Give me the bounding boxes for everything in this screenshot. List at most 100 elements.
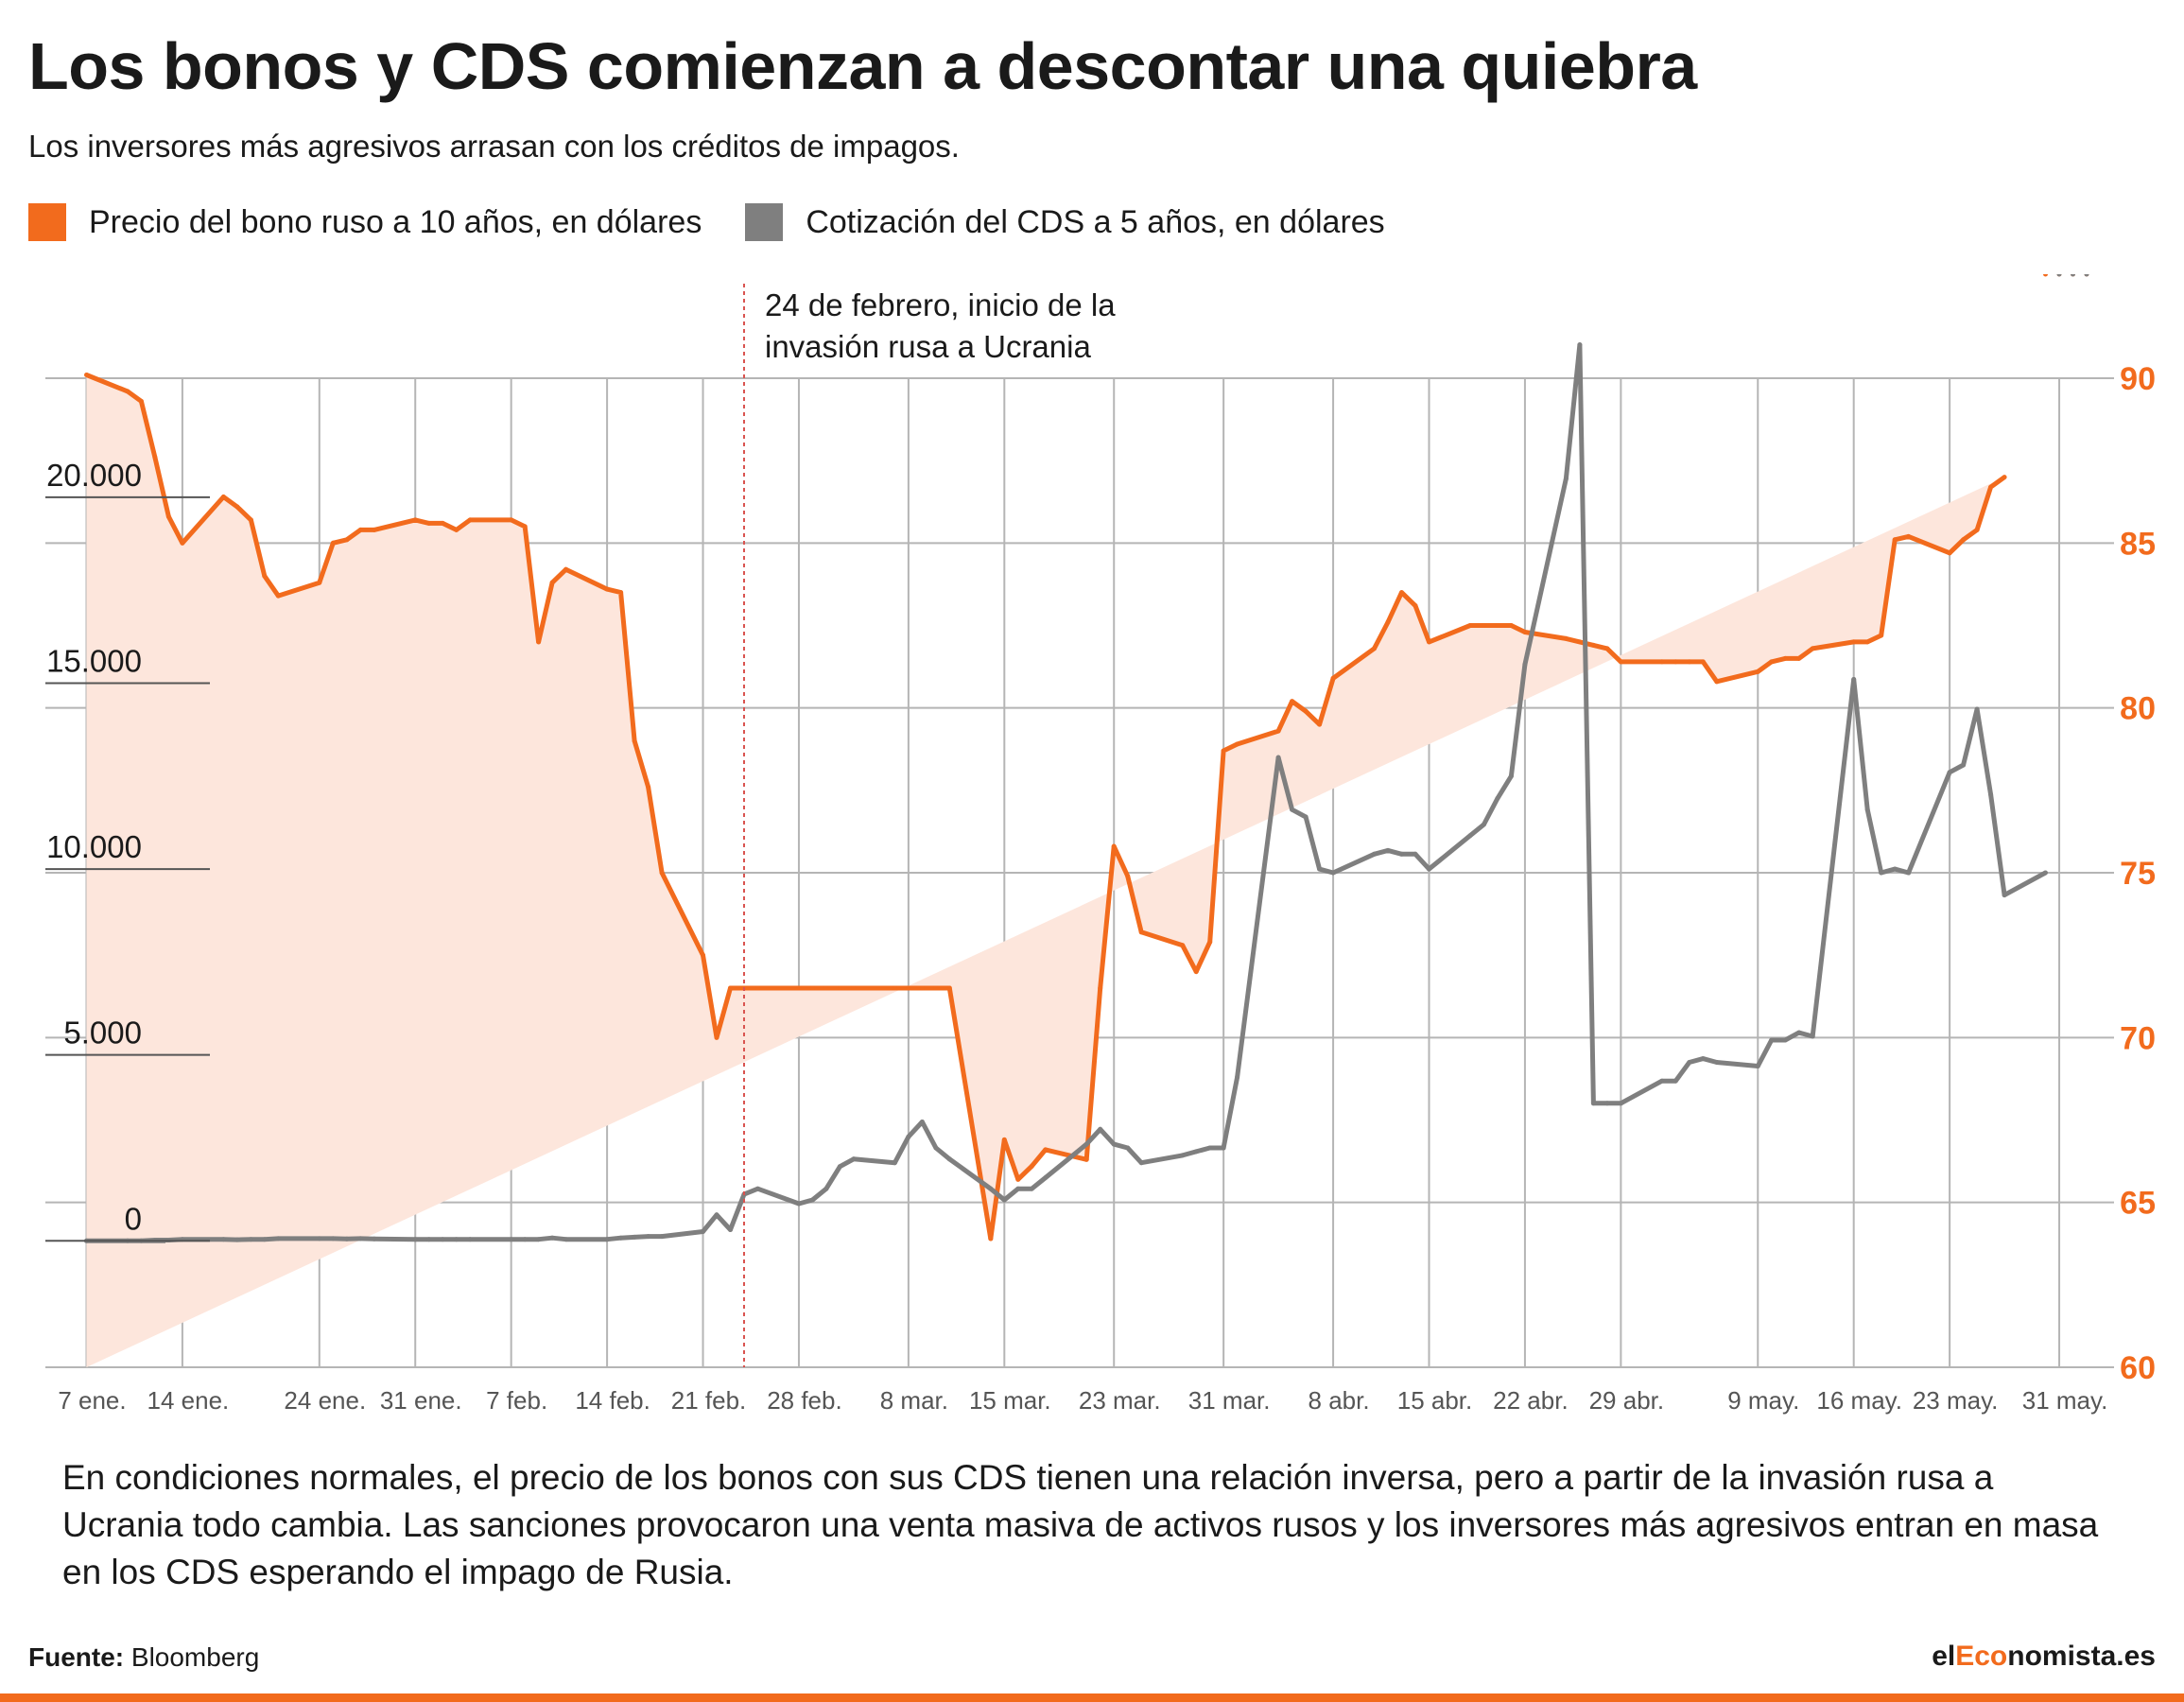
- y-tick-label-right: 80: [2120, 691, 2156, 727]
- cds-point: [604, 1237, 610, 1242]
- bond-point: [796, 985, 802, 991]
- y-tick-label-right: 60: [2120, 1350, 2156, 1386]
- bond-point: [837, 985, 842, 991]
- chart-title: Los bonos y CDS comienzan a descontar un…: [28, 29, 1697, 103]
- bond-point: [1207, 939, 1213, 945]
- bond-point: [1974, 527, 1980, 532]
- x-tick-label: 15 mar.: [969, 1386, 1051, 1415]
- bond-point: [1413, 603, 1418, 609]
- cds-point: [1961, 762, 1967, 768]
- cds-point: [549, 1235, 555, 1241]
- cds-point: [1700, 1056, 1706, 1062]
- x-tick-label: 22 abr.: [1493, 1386, 1569, 1415]
- y-tick-label-left: 20.000: [46, 458, 142, 493]
- bond-point: [344, 537, 350, 543]
- bond-point: [1700, 659, 1706, 665]
- cds-point: [1083, 1141, 1089, 1147]
- bond-point: [220, 495, 226, 499]
- cds-point: [1673, 1078, 1678, 1084]
- cds-point: [536, 1237, 542, 1242]
- cds-point: [1604, 1101, 1610, 1106]
- cds-point: [2084, 274, 2089, 277]
- bond-point: [426, 520, 432, 526]
- x-tick-label: 23 may.: [1913, 1386, 1999, 1415]
- bond-point: [1687, 659, 1692, 665]
- bond-point: [248, 517, 253, 523]
- legend-item-bond: Precio del bono ruso a 10 años, en dólar…: [28, 203, 702, 241]
- x-tick-label: 14 feb.: [575, 1386, 650, 1415]
- bond-point: [1221, 748, 1226, 754]
- y-tick-label-right: 65: [2120, 1186, 2156, 1222]
- bond-point: [1892, 537, 1898, 543]
- bond-point: [892, 985, 897, 991]
- bond-point: [1522, 630, 1528, 634]
- bond-point: [1111, 843, 1117, 849]
- bond-point: [1508, 623, 1514, 628]
- bond-point: [1125, 874, 1131, 878]
- bond-point: [84, 373, 89, 377]
- bond-point: [714, 1034, 719, 1040]
- bond-point: [1399, 590, 1404, 596]
- cds-point: [426, 1237, 432, 1242]
- cds-point: [1399, 851, 1404, 857]
- x-tick-label: 31 may.: [2022, 1386, 2108, 1415]
- bond-point: [563, 566, 569, 572]
- cds-point: [1618, 1101, 1623, 1106]
- bond-point: [125, 389, 130, 394]
- cds-point: [1290, 807, 1295, 812]
- bond-point: [1590, 642, 1596, 648]
- cds-point: [1947, 770, 1952, 775]
- bond-point: [1947, 550, 1952, 556]
- legend-item-cds: Cotización del CDS a 5 años, en dólares: [745, 203, 1385, 241]
- cds-point: [1563, 476, 1569, 481]
- bottom-accent-bar: [0, 1693, 2184, 1702]
- bond-point: [372, 527, 377, 532]
- cds-point: [330, 1236, 336, 1242]
- cds-point: [509, 1237, 514, 1242]
- cds-point: [1796, 1030, 1802, 1035]
- annotation-layer: 24 de febrero, inicio de la invasión rusa…: [742, 284, 1116, 1367]
- annotation-text-line: 24 de febrero, inicio de la: [765, 287, 1116, 322]
- bond-point: [330, 540, 336, 546]
- bond-point: [933, 985, 939, 991]
- cds-point: [1413, 851, 1418, 857]
- bond-point: [1495, 623, 1500, 628]
- y-tick-label-right: 70: [2120, 1020, 2156, 1056]
- cds-point: [2002, 893, 2007, 898]
- brand-part-3: nomista.es: [2007, 1641, 2156, 1672]
- x-tick-label: 28 feb.: [767, 1386, 842, 1415]
- cds-point: [1372, 851, 1377, 857]
- bond-point: [357, 527, 363, 532]
- bond-point: [440, 520, 445, 526]
- cds-point: [412, 1237, 418, 1242]
- bond-point: [1303, 708, 1309, 714]
- cds-point: [1755, 1064, 1760, 1068]
- cds-point: [1207, 1145, 1213, 1151]
- cds-point: [440, 1237, 445, 1242]
- bond-point: [1015, 1176, 1021, 1182]
- bond-point: [1810, 646, 1815, 651]
- bond-point: [618, 590, 624, 596]
- bond-point: [728, 985, 733, 991]
- brand-part-1: el: [1932, 1641, 1956, 1672]
- bond-point: [180, 540, 185, 546]
- bond-point: [1563, 635, 1569, 641]
- cds-point: [1714, 1060, 1720, 1065]
- cds-point: [1522, 662, 1528, 668]
- cds-point: [372, 1236, 377, 1242]
- bond-point: [1988, 484, 1994, 490]
- bond-point: [1755, 669, 1760, 674]
- x-tick-label: 8 mar.: [880, 1386, 948, 1415]
- bond-point: [1098, 985, 1103, 991]
- cds-point: [522, 1237, 528, 1242]
- cds-point: [2056, 274, 2062, 277]
- bond-point: [1769, 659, 1775, 665]
- cds-point: [1235, 1074, 1240, 1080]
- cds-point: [344, 1236, 350, 1242]
- bond-point: [1385, 619, 1391, 625]
- bond-point: [2043, 274, 2048, 277]
- cds-point: [1138, 1160, 1144, 1166]
- x-tick-label: 9 may.: [1727, 1386, 1799, 1415]
- cds-point: [1180, 1153, 1186, 1158]
- bond-point: [1604, 646, 1610, 651]
